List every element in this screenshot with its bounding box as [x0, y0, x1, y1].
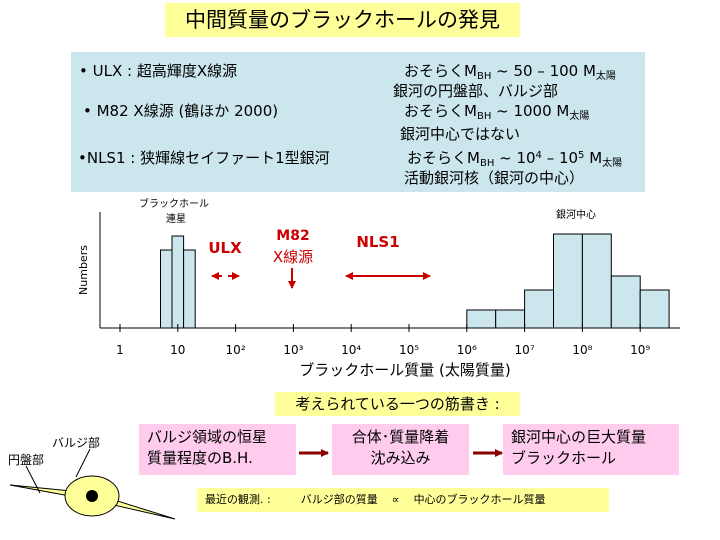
info-panel: • ULX : 超高輝度X線源 おそらくMBH ~ 50 – 100 M太陽 銀…: [71, 52, 645, 192]
binary-label-line1: ブラックホール: [139, 197, 209, 210]
binary-label-line2: 連星: [166, 212, 186, 225]
bulge-label: バルジ部: [52, 435, 100, 450]
x-tick-label: 1: [116, 343, 124, 357]
ulx-note: 銀河の円盤部、バルジ部: [393, 82, 559, 100]
y-axis-label: Numbers: [77, 245, 90, 295]
x-tick-label: 10²: [226, 343, 246, 357]
observation-text-2: バルジ部の質量: [300, 493, 378, 506]
nls1-annotation: NLS1: [356, 233, 399, 251]
page-title: 中間質量のブラックホールの発見: [165, 3, 520, 37]
nls1-note: 活動銀河核（銀河の中心）: [404, 169, 585, 187]
histogram-bar-1-2: [524, 289, 554, 329]
x-axis-label: ブラックホール質量 (太陽質量): [299, 361, 510, 379]
disk-pointer: [25, 465, 41, 494]
galaxy-illustration: [9, 448, 176, 520]
galaxy-center-label: 銀河中心: [556, 208, 596, 221]
histogram-bar-0-2: [183, 249, 196, 329]
scenario-step-1-line1: バルジ領域の恒星: [147, 428, 268, 446]
histogram-bar-1-1: [495, 309, 526, 329]
nls1-label: •NLS1 : 狭輝線セイファート1型銀河: [78, 149, 330, 167]
x-tick-label: 10⁷: [515, 343, 535, 357]
scenario-step-3: 銀河中心の巨大質量 ブラックホール: [503, 424, 679, 475]
scenario-heading: 考えられている一つの筋書き :: [275, 392, 520, 416]
x-tick-label: 10⁵: [399, 343, 419, 357]
observation-note: 最近の観測. : バルジ部の質量 ∝ 中心のブラックホール質量: [197, 488, 609, 512]
observation-text-3: 中心のブラックホール質量: [413, 493, 546, 506]
histogram-bars: [160, 233, 670, 329]
histogram-bar-0-0: [160, 249, 173, 329]
x-tick-label: 10⁹: [630, 343, 650, 357]
scenario-step-1-line2: 質量程度のB.H.: [147, 449, 253, 467]
galaxy-center-black-hole: [86, 490, 98, 502]
m82-note: 銀河中心ではない: [400, 125, 521, 143]
histogram-bar-1-0: [466, 309, 497, 329]
histogram-bar-1-6: [639, 289, 670, 329]
x-tick-label: 10⁶: [457, 343, 477, 357]
nls1-mass: おそらくMBH ~ 104 – 105 M太陽: [407, 149, 623, 169]
bulge-pointer: [75, 448, 91, 478]
observation-text-1: 最近の観測. :: [205, 493, 271, 506]
scenario-step-1: バルジ領域の恒星 質量程度のB.H.: [139, 424, 296, 475]
histogram-bar-1-5: [610, 275, 641, 329]
scenario-step-2-line1: 合体･質量降着: [351, 428, 450, 446]
x-tick-label: 10: [170, 343, 185, 357]
m82-annotation-line2: X線源: [273, 248, 313, 266]
scenario-step-3-line1: 銀河中心の巨大質量: [511, 428, 647, 446]
m82-annotation-line1: M82: [276, 228, 309, 244]
disk-label: 円盤部: [8, 452, 44, 467]
x-tick-label: 10⁴: [341, 343, 361, 357]
x-tick-label: 10³: [283, 343, 303, 357]
scenario-step-2: 合体･質量降着 沈み込み: [332, 424, 469, 475]
x-tick-label: 10⁸: [572, 343, 592, 357]
ulx-annotation: ULX: [208, 239, 242, 257]
histogram-bar-1-3: [553, 233, 583, 329]
histogram-bar-0-1: [171, 235, 185, 329]
ulx-mass: おそらくMBH ~ 50 – 100 M太陽: [404, 62, 616, 82]
x-axis-ticks: 1 10 10² 10³ 10⁴ 10⁵ 10⁶ 10⁷ 10⁸ 10⁹: [116, 324, 650, 357]
ulx-label: • ULX : 超高輝度X線源: [79, 62, 238, 80]
scenario-step-3-line2: ブラックホール: [511, 449, 617, 467]
scenario-step-2-line2: 沈み込み: [370, 449, 431, 467]
histogram-bar-1-4: [581, 233, 612, 329]
m82-mass: おそらくMBH ~ 1000 M太陽: [404, 102, 590, 122]
proportional-symbol: ∝: [391, 493, 400, 506]
m82-label: • M82 X線源 (鶴ほか 2000): [83, 102, 279, 120]
